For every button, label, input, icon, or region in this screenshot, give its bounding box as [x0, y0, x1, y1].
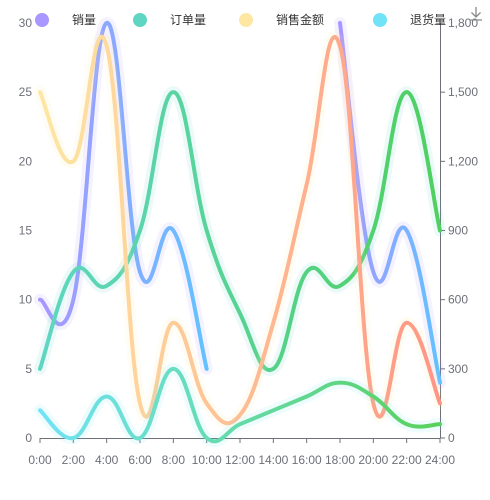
left-y-tick-label: 5 [25, 362, 32, 376]
x-tick-label: 16:00 [292, 453, 322, 467]
x-tick-label: 20:00 [358, 453, 388, 467]
legend-label: 订单量 [170, 13, 206, 27]
x-tick-label: 0:00 [28, 453, 52, 467]
legend-marker [373, 13, 387, 27]
x-tick-label: 22:00 [392, 453, 422, 467]
legend-marker [239, 13, 253, 27]
legend-marker [133, 13, 147, 27]
x-tick-label: 2:00 [62, 453, 86, 467]
left-y-tick-label: 10 [19, 293, 33, 307]
left-y-tick-label: 15 [19, 224, 33, 238]
x-tick-label: 24:00 [425, 453, 455, 467]
legend-label: 销售金额 [276, 12, 324, 27]
legend-marker [35, 13, 49, 27]
legend-label: 销量 [72, 13, 96, 27]
legend-label: 退货量 [410, 12, 446, 27]
right-y-tick-label: 1,500 [448, 85, 478, 99]
x-tick-label: 18:00 [325, 453, 355, 467]
x-tick-label: 4:00 [95, 453, 119, 467]
right-y-tick-label: 900 [448, 224, 468, 238]
left-y-tick-label: 30 [19, 16, 33, 30]
x-tick-label: 6:00 [128, 453, 152, 467]
x-tick-label: 8:00 [162, 453, 186, 467]
series-line [38, 90, 442, 372]
series-line [38, 20, 209, 371]
download-icon[interactable] [468, 6, 484, 22]
left-y-tick-label: 20 [19, 154, 33, 168]
right-y-tick-label: 300 [448, 362, 468, 376]
left-y-tick-label: 25 [19, 85, 33, 99]
right-y-tick-label: 0 [448, 431, 455, 445]
right-y-tick-label: 600 [448, 293, 468, 307]
series-glow [34, 86, 446, 376]
series-line [38, 366, 442, 444]
x-tick-label: 10:00 [192, 453, 222, 467]
x-tick-label: 14:00 [258, 453, 288, 467]
left-y-tick-label: 0 [25, 431, 32, 445]
right-y-tick-label: 1,200 [448, 154, 478, 168]
x-tick-label: 12:00 [225, 453, 255, 467]
